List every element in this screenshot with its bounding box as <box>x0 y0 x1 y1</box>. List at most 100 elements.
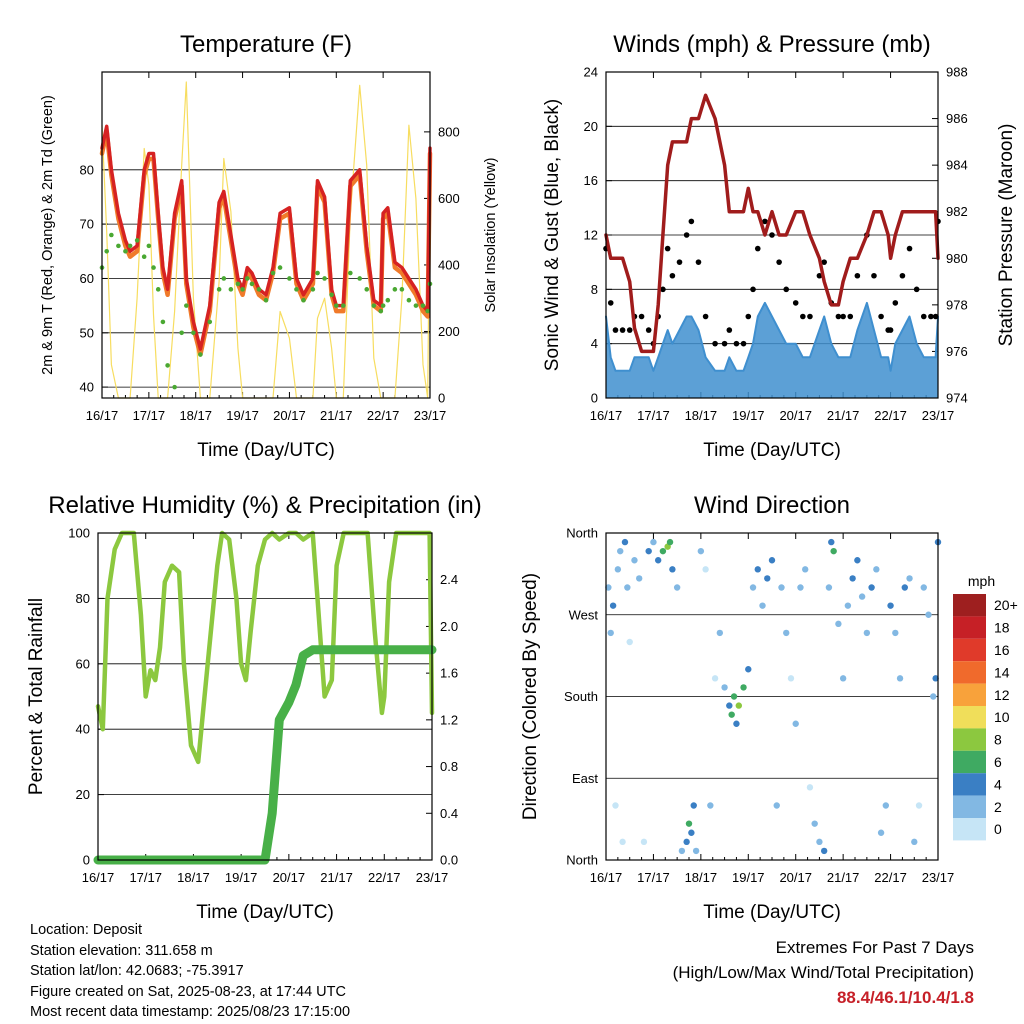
series-point-0-2-26 <box>256 287 262 292</box>
series-point-1-1-20 <box>726 327 733 333</box>
series-point-0-2-30 <box>287 276 292 281</box>
direction-point-38 <box>740 684 747 691</box>
series-point-0-2-38 <box>341 303 346 308</box>
series-point-1-1-39 <box>854 272 861 279</box>
series-line-2-0 <box>95 530 435 765</box>
station-info: Location: Deposit Station elevation: 311… <box>30 920 350 1023</box>
series-point-0-2-4 <box>123 249 128 254</box>
direction-point-12 <box>640 838 648 846</box>
right-tick-label-1-3: 980 <box>946 251 968 266</box>
direction-point-15 <box>654 557 662 564</box>
series-point-1-1-49 <box>920 313 927 320</box>
direction-point-14 <box>650 538 657 546</box>
right-tick-label-1-2: 978 <box>946 297 968 312</box>
direction-point-2 <box>609 602 617 609</box>
y-axis-label-3: Direction (Colored By Speed) <box>520 573 541 820</box>
direction-point-13 <box>645 547 652 555</box>
direction-point-20 <box>673 584 681 591</box>
direction-point-31 <box>716 629 724 637</box>
x-tick-label-0-5: 21/17 <box>320 408 353 423</box>
x-tick-label-1-0: 16/17 <box>590 408 623 423</box>
direction-point-3 <box>612 802 619 809</box>
direction-point-57 <box>828 538 835 546</box>
series-point-0-2-16 <box>191 330 196 336</box>
series-line-1-2 <box>604 93 940 354</box>
series-point-0-2-23 <box>240 287 245 292</box>
x-tick-label-0-6: 22/17 <box>367 408 400 423</box>
dir-tick-label-2: South <box>564 689 598 704</box>
series-point-1-1-28 <box>776 259 782 265</box>
direction-point-55 <box>820 847 828 855</box>
x-tick-label-1-1: 17/17 <box>637 408 670 423</box>
direction-point-71 <box>892 629 899 637</box>
series-point-0-2-21 <box>228 287 234 292</box>
series-point-1-1-31 <box>800 313 806 320</box>
station-latlon: Station lat/lon: 42.0683; -75.3917 <box>30 963 244 979</box>
right-tick-label-1-5: 984 <box>946 158 968 173</box>
extremes-title: Extremes For Past 7 Days <box>775 938 974 957</box>
series-point-0-2-36 <box>329 292 334 298</box>
y-axis-label-1: Sonic Wind & Gust (Blue, Black) <box>542 99 563 371</box>
direction-point-11 <box>636 575 643 582</box>
left-tick-label-1-1: 4 <box>591 336 598 351</box>
direction-point-27 <box>697 547 705 555</box>
series-point-0-2-2 <box>109 232 114 238</box>
series-line-1-0 <box>605 301 939 372</box>
x-axis-label-2: Time (Day/UTC) <box>196 902 334 923</box>
x-axis-label-1: Time (Day/UTC) <box>703 440 841 461</box>
right-tick-label-1-7: 988 <box>946 65 968 80</box>
right-tick-label-2-4: 1.6 <box>440 666 458 681</box>
series-point-1-1-41 <box>871 272 877 279</box>
x-tick-label-0-0: 16/17 <box>86 408 119 423</box>
series-point-0-2-12 <box>165 363 170 368</box>
direction-point-60 <box>839 675 847 682</box>
direction-point-32 <box>721 684 728 691</box>
legend-swatch-10 <box>953 818 986 841</box>
direction-point-50 <box>797 584 804 591</box>
series-point-1-1-2 <box>612 327 619 333</box>
extremes-values: 88.4/46.1/10.4/1.8 <box>836 988 974 1007</box>
right-tick-label-1-1: 976 <box>946 344 968 359</box>
series-point-1-1-38 <box>847 313 854 320</box>
plot-frame-0 <box>101 71 431 399</box>
x-tick-label-2-3: 19/17 <box>225 870 258 885</box>
x-tick-label-2-4: 20/17 <box>273 870 306 885</box>
right-tick-label-2-6: 2.4 <box>440 572 458 587</box>
series-point-0-2-33 <box>310 287 316 292</box>
direction-point-1 <box>607 629 614 637</box>
x-tick-label-3-3: 19/17 <box>732 870 765 885</box>
direction-point-7 <box>621 538 629 546</box>
direction-point-69 <box>882 802 890 809</box>
series-point-0-2-6 <box>134 238 140 243</box>
series-point-0-2-20 <box>221 276 227 281</box>
series-point-0-2-35 <box>322 276 327 281</box>
right-tick-label-2-5: 2.0 <box>440 619 458 634</box>
x-tick-label-1-6: 22/17 <box>874 408 907 423</box>
series-point-1-1-14 <box>683 232 690 238</box>
direction-point-73 <box>901 584 908 591</box>
direction-point-25 <box>690 802 697 809</box>
series-point-0-2-50 <box>420 303 426 308</box>
series-point-0-2-25 <box>249 281 255 287</box>
direction-point-24 <box>688 829 695 836</box>
legend-swatch-0 <box>953 594 986 617</box>
direction-point-80 <box>932 675 939 682</box>
left-tick-label-0-1: 50 <box>80 325 94 340</box>
series-point-0-2-43 <box>378 308 384 314</box>
direction-point-68 <box>877 829 885 836</box>
x-tick-label-3-7: 23/17 <box>922 870 955 885</box>
y-axis-label-2: Percent & Total Rainfall <box>26 598 47 795</box>
direction-point-72 <box>896 675 904 682</box>
series-point-1-1-13 <box>676 259 683 265</box>
direction-point-74 <box>906 575 913 582</box>
right-tick-label-0-2: 400 <box>438 257 460 272</box>
legend-swatch-3 <box>953 661 986 684</box>
series-point-1-1-17 <box>702 313 709 320</box>
right-tick-label-1-4: 982 <box>946 204 968 219</box>
x-tick-label-1-2: 18/17 <box>685 408 718 423</box>
y2-axis-label-0: Solar Insolation (Yellow) <box>483 157 499 312</box>
x-tick-label-2-1: 17/17 <box>129 870 162 885</box>
plot-frame-2 <box>97 532 433 861</box>
legend-label-8: 4 <box>994 776 1002 792</box>
series-point-1-1-37 <box>840 313 846 320</box>
